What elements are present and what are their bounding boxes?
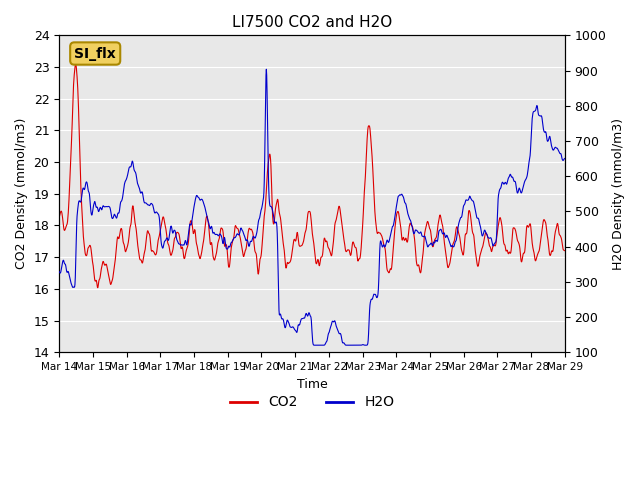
Y-axis label: H2O Density (mmol/m3): H2O Density (mmol/m3) (612, 118, 625, 270)
Legend: CO2, H2O: CO2, H2O (224, 390, 400, 415)
X-axis label: Time: Time (296, 377, 328, 391)
Text: SI_flx: SI_flx (74, 47, 116, 60)
Title: LI7500 CO2 and H2O: LI7500 CO2 and H2O (232, 15, 392, 30)
Y-axis label: CO2 Density (mmol/m3): CO2 Density (mmol/m3) (15, 118, 28, 269)
